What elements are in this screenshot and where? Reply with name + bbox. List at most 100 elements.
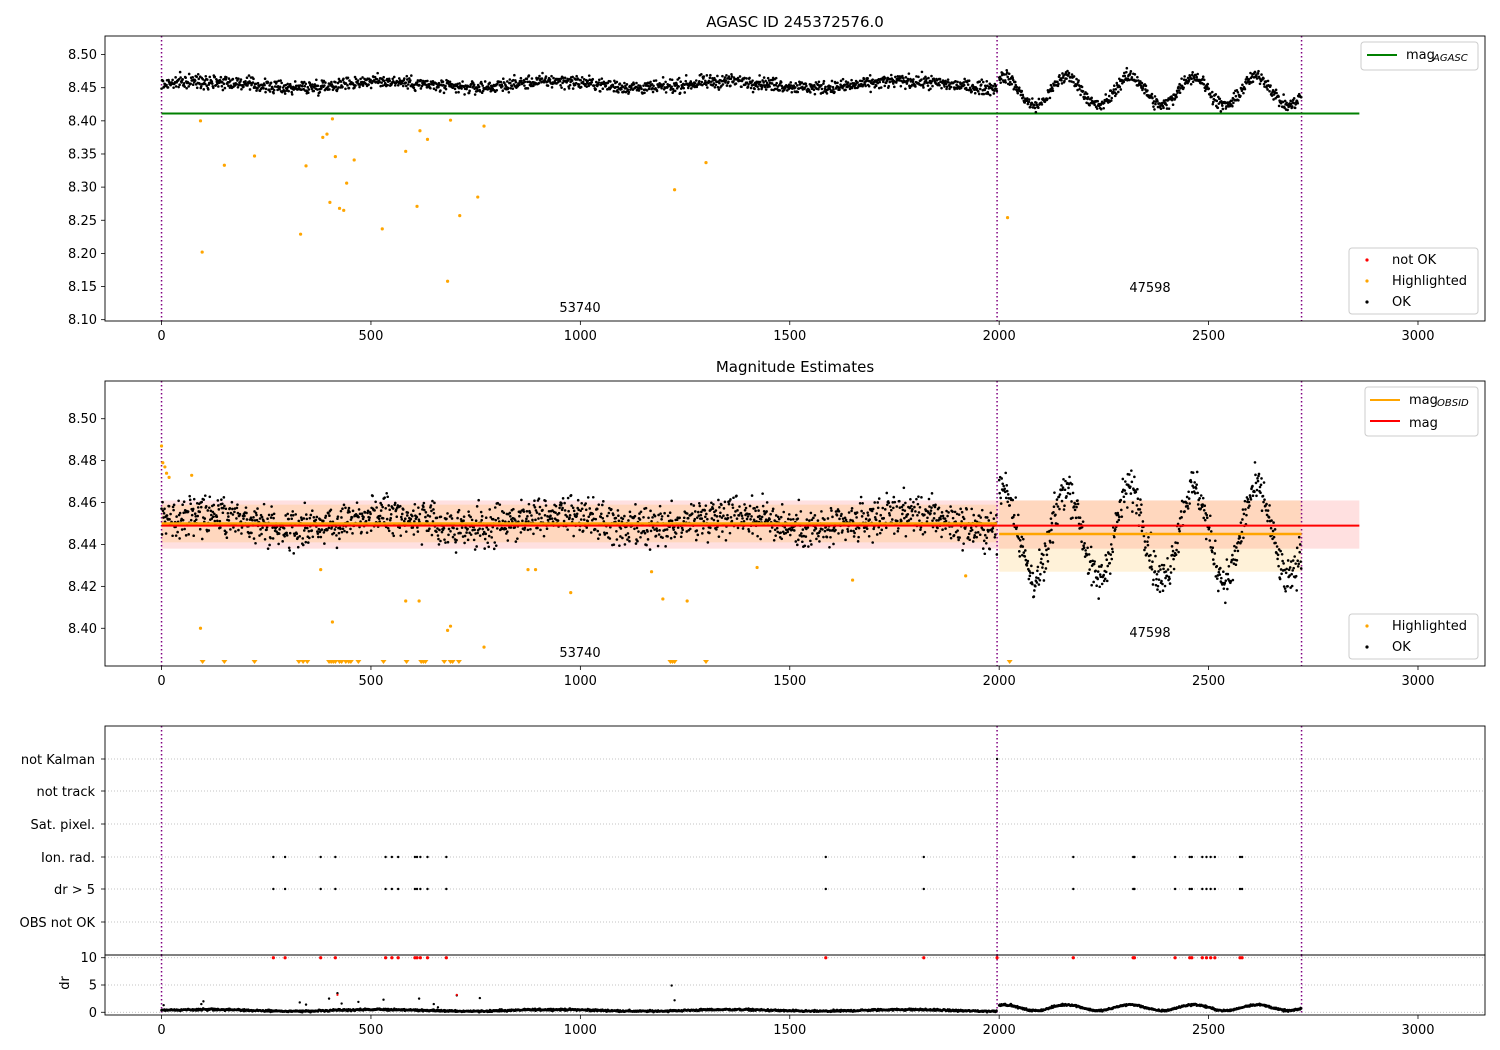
ok-point xyxy=(738,505,741,508)
ok-point xyxy=(1123,74,1127,78)
ok-point xyxy=(943,85,946,88)
ok-point xyxy=(706,541,710,544)
ok-point xyxy=(272,88,276,92)
ok-point xyxy=(1064,479,1067,483)
ok-point xyxy=(619,535,622,538)
ok-point xyxy=(946,78,950,81)
ok-point xyxy=(980,78,984,81)
ok-point xyxy=(1254,481,1258,485)
ok-point xyxy=(229,511,233,515)
ok-point xyxy=(849,82,852,86)
ok-point xyxy=(909,498,912,501)
ok-point xyxy=(184,534,188,537)
ok-point xyxy=(920,78,923,81)
ok-point xyxy=(850,509,853,513)
ok-point xyxy=(731,503,734,507)
highlighted-point xyxy=(319,568,323,572)
ok-point xyxy=(304,513,308,516)
ok-point xyxy=(314,518,318,522)
ok-point xyxy=(734,82,738,85)
ok-point xyxy=(273,85,277,88)
ok-point xyxy=(301,543,305,547)
ok-point xyxy=(918,519,921,522)
ok-point xyxy=(444,87,448,91)
ok-point xyxy=(887,511,891,515)
ok-point xyxy=(932,517,936,520)
ok-point xyxy=(1006,500,1010,504)
ok-point xyxy=(1121,490,1124,494)
ok-point xyxy=(1275,91,1278,95)
ok-point xyxy=(663,528,667,532)
ok-point xyxy=(617,514,620,518)
ok-point xyxy=(285,87,289,91)
ok-point xyxy=(755,505,759,509)
ok-point xyxy=(873,501,877,504)
ok-point xyxy=(1018,538,1022,542)
ok-point xyxy=(439,515,443,519)
ok-point xyxy=(866,76,869,80)
ok-point xyxy=(939,515,943,518)
ok-point xyxy=(941,514,945,518)
flag-point xyxy=(1209,855,1212,859)
ok-point xyxy=(1154,102,1157,106)
ok-point xyxy=(380,503,383,507)
ok-point xyxy=(879,86,883,89)
ok-point xyxy=(1159,107,1163,111)
ok-point xyxy=(1089,560,1092,563)
ok-point xyxy=(288,531,292,535)
ok-point xyxy=(967,79,971,83)
ok-point xyxy=(265,525,269,529)
ok-point xyxy=(710,501,713,505)
ok-point xyxy=(987,519,991,522)
ok-point xyxy=(770,88,773,92)
ok-point xyxy=(498,503,502,506)
ok-point xyxy=(1202,516,1206,520)
ok-point xyxy=(497,520,501,523)
ok-point xyxy=(244,506,248,509)
flag-point xyxy=(922,887,925,891)
ok-point xyxy=(904,534,908,538)
ok-point xyxy=(943,517,947,520)
ok-point xyxy=(221,88,225,92)
ok-point xyxy=(679,535,683,539)
ok-point xyxy=(393,501,397,505)
ok-point xyxy=(1144,88,1147,91)
ok-point xyxy=(402,519,406,523)
ok-point xyxy=(893,500,897,504)
ok-point xyxy=(928,79,932,83)
ok-point xyxy=(266,81,270,84)
ok-point xyxy=(366,509,370,513)
ok-point xyxy=(369,86,373,90)
ok-point xyxy=(584,502,588,505)
ok-point xyxy=(952,534,956,537)
ok-point xyxy=(1070,500,1073,503)
ok-point xyxy=(328,88,331,91)
ok-point xyxy=(1085,553,1089,556)
ok-point xyxy=(743,76,746,80)
ok-point xyxy=(639,535,642,539)
ok-point xyxy=(474,532,477,535)
ok-point xyxy=(1182,86,1185,89)
ok-point xyxy=(572,534,575,538)
ok-point xyxy=(856,540,860,543)
ok-point xyxy=(889,508,893,512)
ok-point xyxy=(395,515,399,519)
ok-point xyxy=(1075,83,1079,86)
ok-point xyxy=(211,82,214,85)
ok-point xyxy=(717,498,720,502)
ok-point xyxy=(816,83,820,87)
ok-point xyxy=(258,517,262,520)
ok-point xyxy=(487,545,491,549)
ok-point xyxy=(441,80,445,84)
ok-point xyxy=(1004,81,1008,84)
ok-point xyxy=(530,77,534,80)
ok-point xyxy=(256,81,260,85)
ok-point xyxy=(645,89,649,92)
ok-point xyxy=(177,85,180,89)
ok-point xyxy=(1033,106,1037,110)
flag-label-dr-gt-5: dr > 5 xyxy=(54,883,95,898)
ok-point xyxy=(345,530,349,534)
ok-point xyxy=(635,81,638,85)
ok-point xyxy=(266,547,270,550)
ok-point xyxy=(1129,69,1133,73)
